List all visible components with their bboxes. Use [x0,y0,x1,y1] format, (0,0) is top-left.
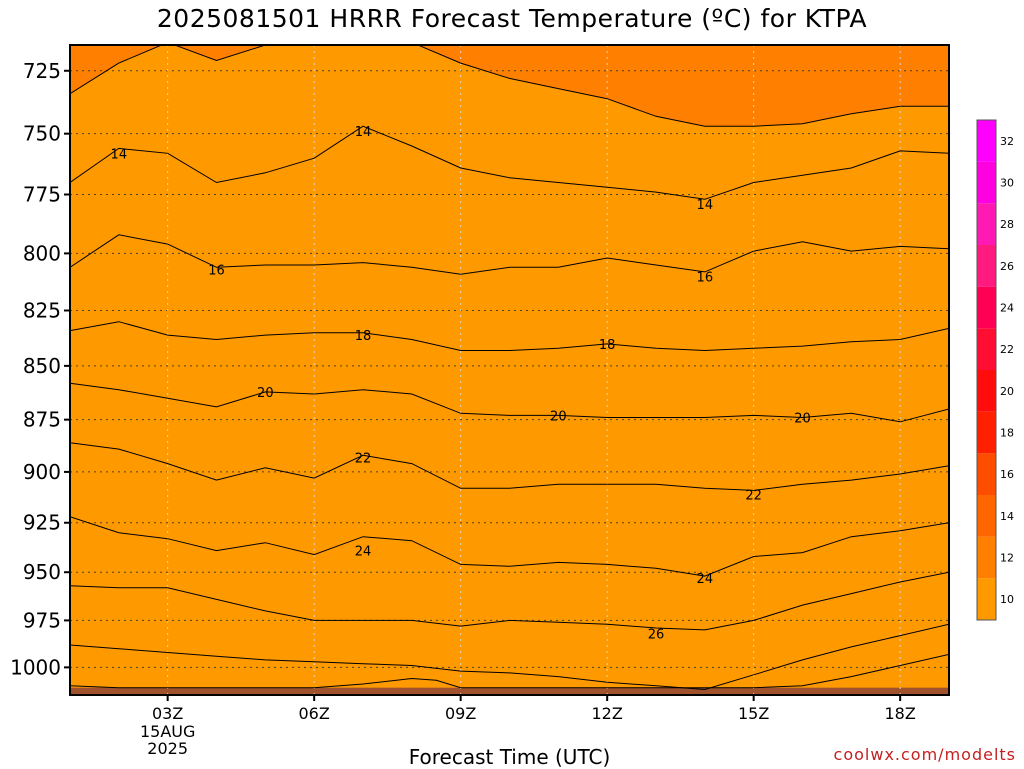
y-tick-label: 950 [23,560,61,584]
contour-label: 16 [697,270,714,285]
contour-label: 20 [550,409,567,424]
contour-30 [70,653,949,689]
y-tick-label: 850 [23,354,61,378]
x-tick-label: 03Z [152,704,183,723]
contour-22 [70,442,949,491]
ground-band [70,687,949,695]
contour-12 [70,45,949,127]
x-tick-label: 18Z [885,704,916,723]
x-tick-label: 15Z [738,704,769,723]
contour-label: 24 [697,572,714,587]
colorbar-tick-label: 20 [1000,385,1014,398]
y-tick-label: 925 [23,511,61,535]
colorbar-swatch [977,161,996,204]
colorbar-tick-label: 16 [1000,468,1014,481]
colorbar-tick-label: 28 [1000,218,1014,231]
colorbar-swatch [977,286,996,329]
y-tick-label: 800 [23,241,61,265]
colorbar-swatch [977,203,996,245]
y-tick-label: 900 [23,460,61,484]
x-tick-label: 12Z [592,704,623,723]
contour-label: 22 [745,488,762,503]
plot-frame [69,44,950,696]
colorbar-swatch [977,328,996,370]
y-axis: 725 750 775 800 825 850 875 900 925 950 975 1000 [10,59,70,679]
colorbar-tick-label: 30 [1000,177,1014,190]
contour-label: 20 [257,386,274,401]
contour-20 [70,382,949,423]
ground-surface [70,687,949,695]
y-tick-label: 750 [23,122,61,146]
x-axis-label: Forecast Time (UTC) [408,745,611,769]
contour-16 [70,234,949,275]
colorbar-swatch [977,453,996,495]
x-tick-label: 09Z [445,704,476,723]
contour-lines [70,45,949,691]
colorbar-frame [976,119,997,621]
colorbar-tick-label: 22 [1000,343,1014,356]
grid-lines [70,45,949,695]
contour-26 [70,571,949,631]
y-tick-label: 875 [23,408,61,432]
colorbar-tick-label: 12 [1000,552,1014,565]
colorbar-swatch [977,245,996,287]
colorbar-tick-label: 24 [1000,302,1014,315]
colorbar-swatch [977,370,996,412]
y-tick-label: 825 [23,298,61,322]
contour-labels: 14 14 14 16 16 18 18 20 20 20 22 22 24 24 26 [111,125,811,642]
y-tick-label: 1000 [10,655,61,679]
contour-18 [70,321,949,352]
colorbar-swatch [977,536,996,579]
contour-label: 20 [794,412,811,427]
colorbar-swatch [977,578,996,620]
colorbar-swatch [977,411,996,454]
colorbar: 10 12 14 16 18 20 22 24 26 28 30 32 [976,119,1014,621]
contour-label: 22 [355,451,372,466]
credit-link[interactable]: coolwx.com/modelts [833,745,1016,764]
contour-label: 14 [111,147,128,162]
contour-label: 18 [599,338,616,353]
colorbar-tick-label: 18 [1000,427,1014,440]
contour-label: 14 [697,198,714,213]
contour-label: 24 [355,545,372,560]
contour-24 [70,516,949,577]
colorbar-tick-label: 14 [1000,510,1014,523]
contour-label: 26 [648,628,665,643]
x-tick-sublabel: 2025 [147,739,188,758]
y-tick-label: 775 [23,182,61,206]
colorbar-tick-label: 10 [1000,593,1014,606]
temperature-fill [70,45,949,695]
contour-28 [70,623,949,691]
contour-14 [70,125,949,200]
contour-label: 18 [355,329,372,344]
y-tick-label: 975 [23,608,61,632]
x-tick-label: 06Z [299,704,330,723]
contour-label: 14 [355,125,372,140]
contour-label: 16 [208,264,225,279]
chart-title: 2025081501 HRRR Forecast Temperature (ºC… [156,4,868,33]
colorbar-tick-label: 26 [1000,260,1014,273]
band-28-30 [70,624,949,695]
x-tick-sublabel: 15AUG [140,722,195,741]
y-tick-label: 725 [23,59,61,83]
colorbar-swatch [977,495,996,537]
colorbar-swatch [977,120,996,162]
colorbar-tick-label: 32 [1000,135,1014,148]
